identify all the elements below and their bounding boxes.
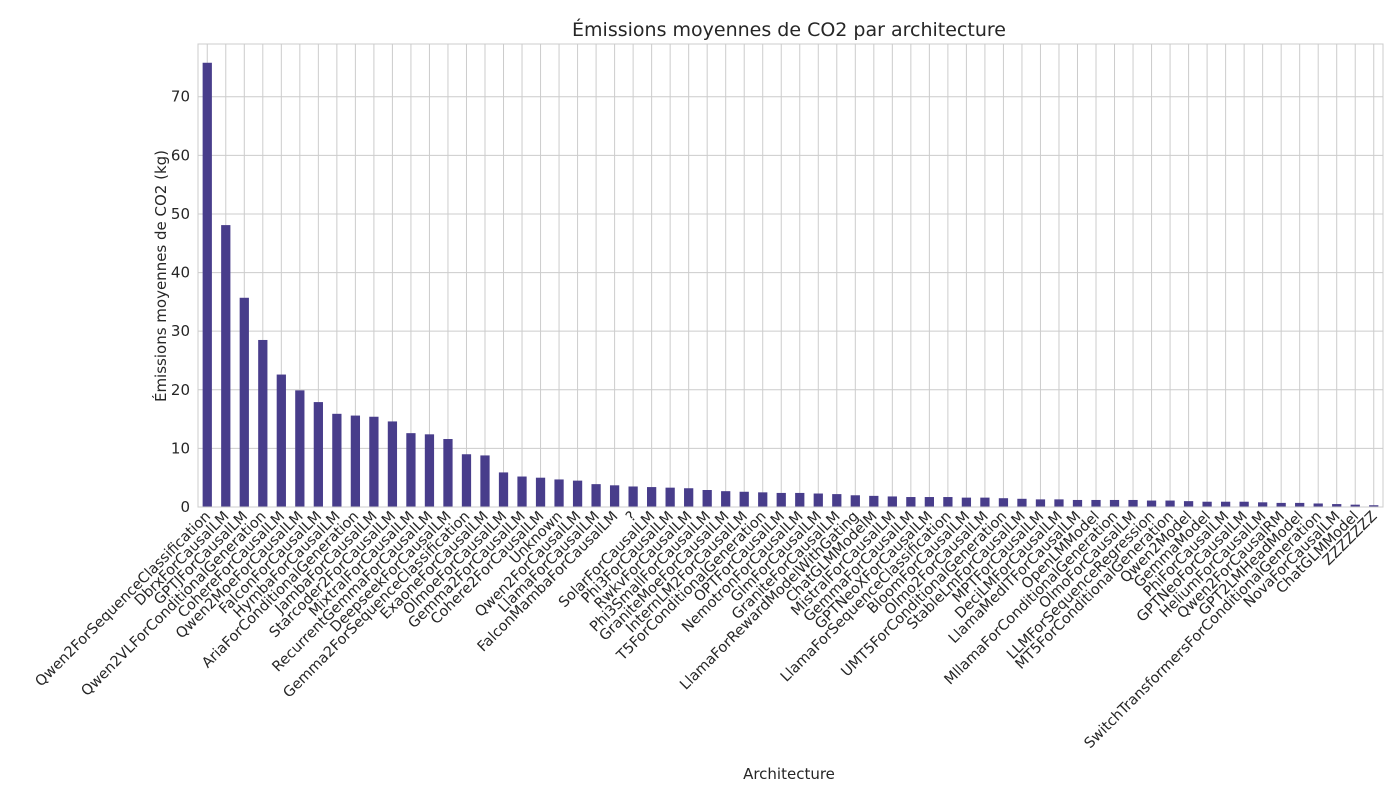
bar-19: [554, 479, 564, 507]
bar-35: [850, 495, 860, 507]
bar-46: [1054, 499, 1064, 507]
bar-10: [387, 421, 398, 507]
bar-4: [276, 374, 286, 507]
bar-30: [758, 492, 768, 507]
y-tick-label: 20: [171, 381, 190, 399]
bar-8: [350, 415, 361, 507]
y-tick-label: 40: [171, 264, 190, 282]
bar-20: [572, 480, 583, 507]
bar-16: [498, 472, 509, 507]
bar-33: [813, 493, 823, 507]
bar-36: [869, 495, 879, 507]
bar-12: [424, 434, 435, 507]
bar-34: [832, 494, 842, 507]
bar-28: [721, 491, 731, 507]
bar-23: [628, 486, 638, 507]
y-tick-label: 60: [171, 146, 190, 164]
bar-51: [1146, 500, 1157, 507]
bar-56: [1239, 501, 1249, 507]
bar-layer: [202, 62, 1379, 508]
bar-50: [1128, 499, 1138, 507]
bar-37: [887, 496, 897, 507]
x-tick-labels: Qwen2ForSequenceClassificationDbrxForCau…: [33, 508, 1381, 751]
bar-58: [1276, 502, 1286, 507]
bar-59: [1295, 502, 1305, 507]
bar-21: [591, 484, 601, 507]
bar-40: [943, 497, 953, 507]
bar-29: [739, 491, 749, 507]
bar-9: [369, 416, 379, 507]
bar-18: [535, 477, 546, 507]
bar-61: [1332, 504, 1342, 507]
bar-63: [1369, 505, 1379, 507]
x-axis-label: Architecture: [743, 765, 835, 783]
bar-42: [980, 497, 990, 507]
bar-13: [443, 439, 453, 507]
bar-17: [517, 476, 527, 507]
bar-39: [924, 497, 934, 507]
y-tick-label: 50: [171, 205, 190, 223]
bar-52: [1165, 500, 1175, 507]
bar-27: [702, 490, 712, 507]
bar-47: [1072, 499, 1083, 507]
bar-14: [461, 454, 472, 507]
bar-48: [1091, 499, 1101, 507]
bar-54: [1202, 501, 1212, 507]
bar-41: [961, 497, 972, 507]
y-axis-label: Émissions moyennes de CO2 (kg): [151, 150, 170, 402]
bar-15: [480, 455, 490, 507]
bar-22: [609, 485, 620, 507]
bar-57: [1258, 502, 1268, 507]
chart-title: Émissions moyennes de CO2 par architectu…: [572, 18, 1006, 41]
y-tick-labels: 0 10 20 30 40 50 60 70: [171, 88, 190, 516]
bar-2: [239, 297, 249, 507]
bar-26: [684, 488, 694, 507]
bar-11: [406, 433, 416, 507]
bar-49: [1109, 499, 1120, 507]
y-tick-label: 10: [171, 439, 190, 457]
y-tick-label: 30: [171, 322, 190, 340]
bar-6: [313, 402, 323, 507]
bar-7: [332, 413, 342, 507]
bar-38: [906, 497, 916, 507]
bar-53: [1183, 501, 1194, 507]
bar-24: [647, 487, 657, 507]
bar-43: [998, 498, 1009, 507]
y-tick-label: 0: [180, 498, 190, 516]
y-tick-label: 70: [171, 88, 190, 106]
bar-25: [665, 487, 675, 507]
bar-1: [221, 225, 231, 507]
bar-55: [1220, 501, 1231, 507]
bar-60: [1313, 503, 1323, 507]
bar-45: [1035, 499, 1046, 507]
bar-5: [295, 390, 305, 507]
bar-32: [795, 492, 805, 507]
bar-3: [258, 339, 268, 507]
bar-62: [1350, 504, 1360, 507]
plot-frame: [197, 43, 1384, 508]
bar-0: [202, 62, 212, 508]
bar-31: [776, 492, 786, 507]
bar-44: [1017, 498, 1027, 507]
